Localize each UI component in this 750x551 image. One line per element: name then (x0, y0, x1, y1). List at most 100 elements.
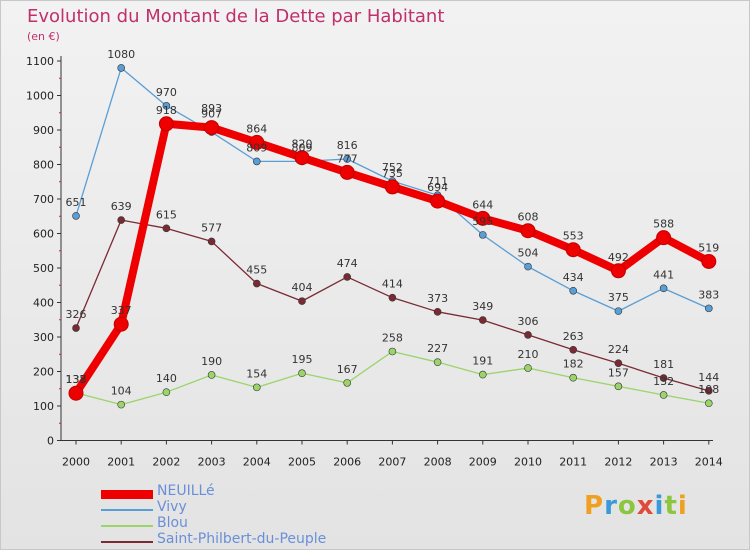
logo-letter: o (617, 491, 637, 521)
data-point-saint-philbert-du-peuple (388, 293, 397, 302)
data-label-blou: 157 (608, 366, 629, 379)
data-point-saint-philbert-du-peuple (478, 316, 487, 324)
data-point-blou (207, 371, 216, 379)
x-tick-label: 2010 (514, 456, 542, 469)
x-tick-label: 2008 (424, 456, 452, 469)
proxiti-logo: Proxiti (584, 491, 688, 521)
y-tick-label: 900 (33, 124, 54, 137)
x-tick-label: 2000 (62, 456, 90, 469)
data-label-neuill-: 492 (608, 251, 629, 264)
data-label-vivy: 441 (653, 268, 674, 281)
data-point-vivy (117, 64, 125, 72)
legend-label: Saint-Philbert-du-Peuple (157, 531, 327, 547)
logo-letter: t (664, 491, 678, 521)
data-label-neuill-: 337 (111, 304, 132, 317)
y-tick-label: 100 (33, 400, 54, 413)
y-tick-label: 700 (33, 193, 54, 206)
data-label-blou: 154 (246, 367, 267, 380)
data-label-vivy: 504 (518, 247, 539, 260)
legend-label: NEUILLé (157, 483, 215, 499)
x-tick-label: 2001 (107, 456, 135, 469)
x-tick-label: 2013 (650, 456, 678, 469)
x-tick-label: 2004 (243, 456, 271, 469)
data-label-vivy: 651 (66, 196, 87, 209)
data-point-blou (569, 373, 578, 382)
data-point-vivy (343, 155, 352, 163)
data-label-saint-philbert-du-peuple: 306 (518, 315, 539, 328)
data-label-neuill-: 735 (382, 167, 403, 180)
data-label-neuill-: 553 (563, 230, 584, 243)
data-point-blou (659, 391, 668, 399)
data-label-saint-philbert-du-peuple: 263 (563, 330, 584, 343)
data-point-blou (614, 382, 623, 391)
data-label-neuill-: 907 (201, 108, 222, 121)
data-label-vivy: 809 (292, 141, 313, 154)
data-point-blou (433, 358, 442, 366)
data-point-vivy (162, 102, 171, 110)
data-point-neuill- (430, 193, 446, 209)
data-point-neuill- (520, 223, 536, 239)
data-label-vivy: 711 (427, 175, 448, 188)
data-point-saint-philbert-du-peuple (343, 273, 352, 281)
data-point-neuill- (68, 385, 84, 401)
legend-label: Blou (157, 515, 188, 531)
data-point-neuill- (294, 150, 310, 166)
data-label-blou: 132 (653, 375, 674, 388)
data-label-saint-philbert-du-peuple: 404 (292, 281, 313, 294)
data-point-saint-philbert-du-peuple (162, 224, 171, 233)
logo-letter: i (677, 491, 688, 521)
x-tick-label: 2006 (333, 456, 361, 469)
data-point-saint-philbert-du-peuple (614, 359, 623, 368)
y-tick-label: 1100 (26, 55, 54, 68)
data-point-vivy (704, 304, 713, 313)
data-label-saint-philbert-du-peuple: 349 (472, 300, 493, 313)
data-point-neuill- (475, 210, 491, 226)
data-label-neuill-: 644 (472, 198, 493, 211)
data-label-blou: 258 (382, 331, 403, 344)
data-label-vivy: 595 (472, 215, 493, 228)
data-label-vivy: 752 (382, 161, 403, 174)
data-label-blou: 104 (111, 385, 132, 398)
data-point-vivy (569, 286, 578, 295)
data-point-blou (524, 364, 532, 372)
data-label-blou: 227 (427, 342, 448, 355)
data-label-saint-philbert-du-peuple: 474 (337, 257, 358, 270)
data-point-saint-philbert-du-peuple (704, 387, 713, 395)
y-tick-label: 200 (33, 366, 54, 379)
chart-title: Evolution du Montant de la Dette par Hab… (27, 6, 445, 27)
data-point-blou (117, 400, 125, 409)
data-label-saint-philbert-du-peuple: 181 (653, 358, 674, 371)
data-label-neuill-: 918 (156, 104, 177, 117)
legend-swatch (101, 525, 153, 527)
data-point-neuill- (204, 120, 220, 136)
data-label-neuill-: 137 (66, 373, 87, 386)
data-point-neuill- (384, 179, 400, 195)
data-point-neuill- (701, 253, 717, 269)
legend-swatch (101, 489, 153, 499)
data-point-saint-philbert-du-peuple (659, 374, 668, 382)
data-point-blou (298, 369, 306, 378)
data-label-neuill-: 519 (698, 241, 719, 254)
data-point-blou (478, 370, 487, 379)
data-label-vivy: 383 (698, 288, 719, 301)
data-label-saint-philbert-du-peuple: 414 (382, 278, 403, 291)
data-label-neuill-: 694 (427, 181, 448, 194)
data-label-saint-philbert-du-peuple: 615 (156, 208, 177, 221)
x-tick-label: 2012 (604, 456, 632, 469)
x-tick-label: 2007 (378, 456, 406, 469)
y-tick-label: 0 (47, 435, 54, 448)
chart-unit: (en €) (27, 30, 60, 43)
data-label-saint-philbert-du-peuple: 144 (698, 371, 719, 384)
y-tick-label: 800 (33, 159, 54, 172)
legend-swatch (101, 509, 153, 511)
y-tick-label: 500 (33, 262, 54, 275)
data-label-saint-philbert-du-peuple: 326 (66, 308, 87, 321)
data-label-blou: 108 (698, 383, 719, 396)
data-point-blou (253, 383, 261, 392)
data-point-vivy (524, 262, 532, 271)
logo-letter: P (584, 491, 605, 521)
data-point-saint-philbert-du-peuple (433, 308, 442, 316)
logo-letter: r (604, 491, 618, 521)
